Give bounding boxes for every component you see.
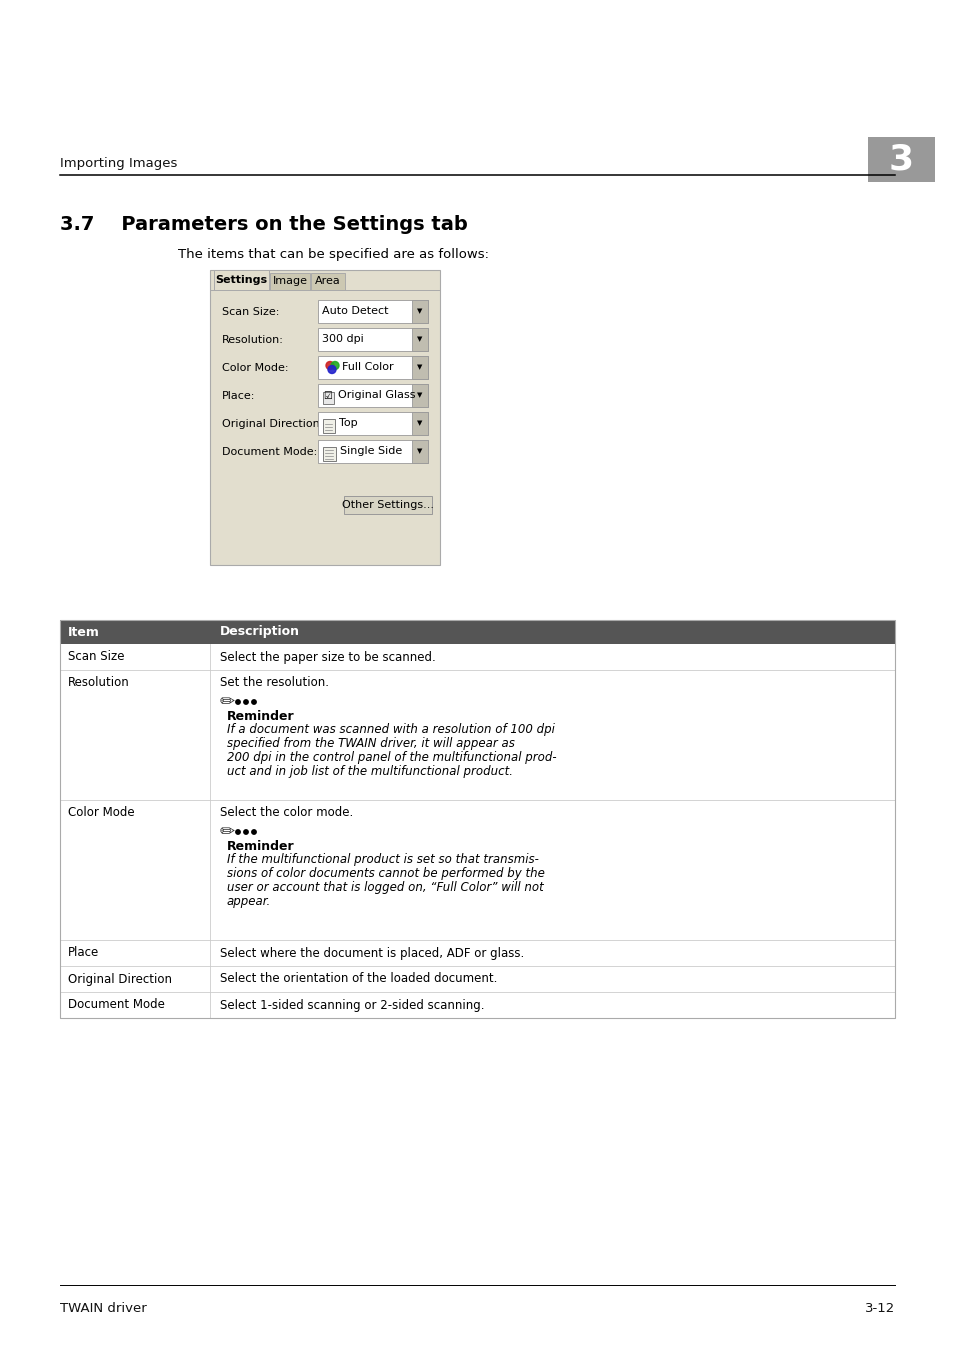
Bar xyxy=(317,300,428,323)
Text: Select the color mode.: Select the color mode. xyxy=(220,807,353,820)
Text: ▼: ▼ xyxy=(416,308,422,315)
Circle shape xyxy=(235,830,240,834)
Bar xyxy=(344,496,432,513)
Bar xyxy=(317,440,428,463)
Text: 3: 3 xyxy=(888,142,913,177)
Bar xyxy=(210,270,439,565)
Text: user or account that is logged on, “Full Color” will not: user or account that is logged on, “Full… xyxy=(227,881,543,893)
Text: 200 dpi in the control panel of the multifunctional prod-: 200 dpi in the control panel of the mult… xyxy=(227,751,556,763)
Text: Other Settings...: Other Settings... xyxy=(341,500,434,509)
Bar xyxy=(412,440,428,463)
Text: Single Side: Single Side xyxy=(339,446,402,457)
Text: ▼: ▼ xyxy=(416,393,422,399)
Text: Resolution:: Resolution: xyxy=(222,335,284,345)
Text: Color Mode: Color Mode xyxy=(68,807,134,820)
Text: ▼: ▼ xyxy=(416,336,422,343)
Text: Document Mode:: Document Mode: xyxy=(222,447,317,457)
Circle shape xyxy=(235,700,240,704)
Bar xyxy=(311,273,345,290)
Text: ☑: ☑ xyxy=(323,390,332,400)
Bar xyxy=(60,800,894,940)
Text: ▼: ▼ xyxy=(416,420,422,427)
Text: appear.: appear. xyxy=(227,894,271,908)
Text: Select 1-sided scanning or 2-sided scanning.: Select 1-sided scanning or 2-sided scann… xyxy=(220,998,484,1012)
Bar xyxy=(60,620,894,1019)
Circle shape xyxy=(252,830,256,834)
Text: If the multifunctional product is set so that transmis-: If the multifunctional product is set so… xyxy=(227,852,538,866)
Bar xyxy=(317,412,428,435)
Text: Top: Top xyxy=(338,419,357,428)
Circle shape xyxy=(326,362,334,370)
Text: specified from the TWAIN driver, it will appear as: specified from the TWAIN driver, it will… xyxy=(227,736,515,750)
Bar xyxy=(60,992,894,1019)
Bar xyxy=(323,392,334,404)
Bar xyxy=(60,966,894,992)
Text: Reminder: Reminder xyxy=(227,839,294,852)
Text: Scan Size:: Scan Size: xyxy=(222,307,279,317)
Text: Place: Place xyxy=(68,947,99,959)
Text: uct and in job list of the multifunctional product.: uct and in job list of the multifunction… xyxy=(227,765,513,777)
Text: Settings: Settings xyxy=(215,276,267,285)
Text: Document Mode: Document Mode xyxy=(68,998,165,1012)
Bar xyxy=(270,273,310,290)
Bar xyxy=(412,412,428,435)
Text: The items that can be specified are as follows:: The items that can be specified are as f… xyxy=(178,249,489,261)
Text: Item: Item xyxy=(68,626,100,639)
Bar xyxy=(867,136,934,182)
Bar xyxy=(323,447,335,461)
Text: Description: Description xyxy=(220,626,299,639)
Bar xyxy=(412,384,428,407)
Text: Full Color: Full Color xyxy=(341,362,394,373)
Text: TWAIN driver: TWAIN driver xyxy=(60,1301,147,1315)
Circle shape xyxy=(244,700,248,704)
Text: Resolution: Resolution xyxy=(68,677,130,689)
Text: 300 dpi: 300 dpi xyxy=(322,335,363,345)
Bar xyxy=(317,328,428,351)
Bar xyxy=(60,620,894,644)
Text: Select the paper size to be scanned.: Select the paper size to be scanned. xyxy=(220,650,436,663)
Text: Color Mode:: Color Mode: xyxy=(222,363,288,373)
Text: Place:: Place: xyxy=(222,390,255,401)
Circle shape xyxy=(331,362,338,370)
Text: sions of color documents cannot be performed by the: sions of color documents cannot be perfo… xyxy=(227,866,544,880)
Text: If a document was scanned with a resolution of 100 dpi: If a document was scanned with a resolut… xyxy=(227,723,555,735)
Text: ▼: ▼ xyxy=(416,449,422,454)
Text: Scan Size: Scan Size xyxy=(68,650,125,663)
Text: Reminder: Reminder xyxy=(227,709,294,723)
Bar xyxy=(412,357,428,380)
Text: Set the resolution.: Set the resolution. xyxy=(220,677,329,689)
Text: Image: Image xyxy=(273,277,307,286)
Text: 3-12: 3-12 xyxy=(863,1301,894,1315)
Text: Select the orientation of the loaded document.: Select the orientation of the loaded doc… xyxy=(220,973,497,985)
Bar xyxy=(60,670,894,800)
Text: Original Glass: Original Glass xyxy=(337,390,416,400)
Circle shape xyxy=(252,700,256,704)
Bar xyxy=(412,300,428,323)
Text: ▼: ▼ xyxy=(416,365,422,370)
Bar xyxy=(412,328,428,351)
Bar xyxy=(60,644,894,670)
Text: ✏: ✏ xyxy=(220,823,234,842)
Bar xyxy=(213,270,269,290)
Text: 3.7    Parameters on the Settings tab: 3.7 Parameters on the Settings tab xyxy=(60,215,467,234)
Bar xyxy=(323,419,335,434)
Text: Select where the document is placed, ADF or glass.: Select where the document is placed, ADF… xyxy=(220,947,524,959)
Circle shape xyxy=(328,366,335,373)
Bar xyxy=(60,940,894,966)
Bar xyxy=(317,357,428,380)
Bar xyxy=(317,384,428,407)
Text: Original Direction:: Original Direction: xyxy=(222,419,323,430)
Text: ✏: ✏ xyxy=(220,693,234,711)
Circle shape xyxy=(244,830,248,834)
Text: Auto Detect: Auto Detect xyxy=(322,307,388,316)
Text: Importing Images: Importing Images xyxy=(60,157,177,169)
Text: Original Direction: Original Direction xyxy=(68,973,172,985)
Text: Area: Area xyxy=(314,277,340,286)
